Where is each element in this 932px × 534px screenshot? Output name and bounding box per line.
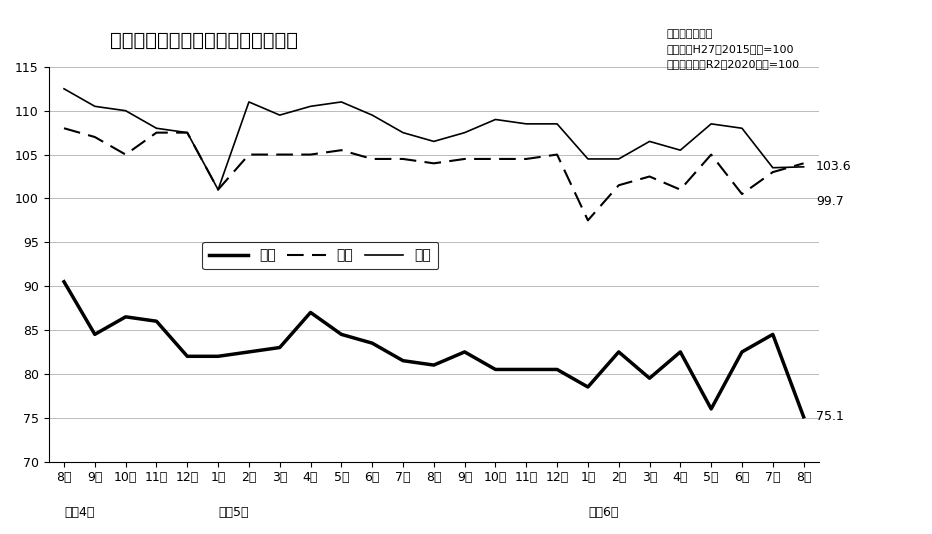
九州 xyxy=(644,138,655,145)
九州 xyxy=(182,129,193,136)
Legend: 宮崎, 全国, 九州: 宮崎, 全国, 九州 xyxy=(202,241,438,270)
宮崎 xyxy=(305,309,316,316)
全国 xyxy=(366,156,377,162)
宮崎 xyxy=(736,349,747,355)
全国 xyxy=(736,191,747,197)
宮崎 xyxy=(706,406,717,412)
九州 xyxy=(706,121,717,127)
Text: 令和6年: 令和6年 xyxy=(588,506,618,519)
全国 xyxy=(552,151,563,158)
宮崎 xyxy=(59,279,70,285)
九州 xyxy=(243,99,254,105)
宮崎 xyxy=(89,331,101,337)
宮崎 xyxy=(675,349,686,355)
全国 xyxy=(644,174,655,180)
全国 xyxy=(428,160,439,167)
九州 xyxy=(212,186,224,193)
Line: 全国: 全国 xyxy=(64,128,803,221)
九州 xyxy=(613,156,624,162)
全国 xyxy=(243,151,254,158)
九州 xyxy=(59,85,70,92)
全国 xyxy=(336,147,347,153)
九州 xyxy=(120,107,131,114)
九州 xyxy=(305,103,316,109)
九州 xyxy=(552,121,563,127)
宮崎 xyxy=(644,375,655,381)
宮崎 xyxy=(490,366,501,373)
宮崎 xyxy=(151,318,162,325)
全国 xyxy=(89,134,101,140)
九州 xyxy=(274,112,285,119)
九州 xyxy=(89,103,101,109)
宮崎 xyxy=(798,414,809,420)
Text: 令和4年: 令和4年 xyxy=(64,506,94,519)
宮崎 xyxy=(428,362,439,368)
宮崎 xyxy=(336,331,347,337)
九州 xyxy=(767,164,778,171)
宮崎 xyxy=(182,353,193,359)
九州 xyxy=(521,121,532,127)
全国 xyxy=(59,125,70,131)
Text: 103.6: 103.6 xyxy=(816,160,852,174)
宮崎 xyxy=(274,344,285,351)
全国 xyxy=(490,156,501,162)
全国 xyxy=(675,186,686,193)
宮崎 xyxy=(521,366,532,373)
全国 xyxy=(706,151,717,158)
全国 xyxy=(613,182,624,189)
全国 xyxy=(798,160,809,167)
九州 xyxy=(736,125,747,131)
Line: 宮崎: 宮崎 xyxy=(64,282,803,417)
全国 xyxy=(182,129,193,136)
宮崎 xyxy=(120,313,131,320)
九州 xyxy=(428,138,439,145)
全国 xyxy=(397,156,408,162)
九州 xyxy=(151,125,162,131)
九州 xyxy=(336,99,347,105)
九州 xyxy=(459,129,471,136)
全国 xyxy=(582,217,594,224)
全国 xyxy=(459,156,471,162)
宮崎 xyxy=(397,357,408,364)
Text: 75.1: 75.1 xyxy=(816,410,843,423)
九州 xyxy=(675,147,686,153)
九州 xyxy=(366,112,377,119)
宮崎 xyxy=(767,331,778,337)
全国 xyxy=(767,169,778,175)
宮崎 xyxy=(582,384,594,390)
全国 xyxy=(521,156,532,162)
全国 xyxy=(212,186,224,193)
全国 xyxy=(274,151,285,158)
九州 xyxy=(397,129,408,136)
全国 xyxy=(151,129,162,136)
九州 xyxy=(798,163,809,170)
宮崎 xyxy=(212,353,224,359)
Text: 本県・全国・九州の生産指数の推移: 本県・全国・九州の生産指数の推移 xyxy=(110,31,298,50)
宮崎 xyxy=(243,349,254,355)
Line: 九州: 九州 xyxy=(64,89,803,190)
Text: 季節調整済指数
宮崎県はH27（2015）年=100
全国、九州はR2（2020）年=100: 季節調整済指数 宮崎県はH27（2015）年=100 全国、九州はR2（2020… xyxy=(666,29,800,69)
九州 xyxy=(490,116,501,123)
宮崎 xyxy=(366,340,377,347)
Text: 令和5年: 令和5年 xyxy=(218,506,249,519)
Text: 99.7: 99.7 xyxy=(816,194,843,208)
宮崎 xyxy=(459,349,471,355)
宮崎 xyxy=(613,349,624,355)
九州 xyxy=(582,156,594,162)
全国 xyxy=(305,151,316,158)
宮崎 xyxy=(552,366,563,373)
全国 xyxy=(120,151,131,158)
